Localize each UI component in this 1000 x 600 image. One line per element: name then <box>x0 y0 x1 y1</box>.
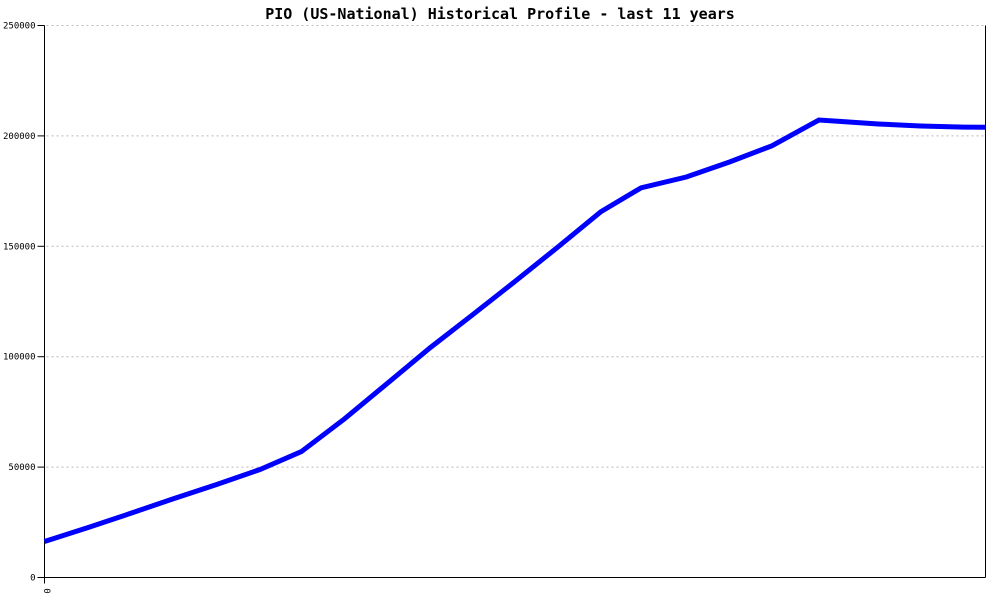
x-tick-label: 0 <box>41 588 51 593</box>
chart-title: PIO (US-National) Historical Profile - l… <box>265 5 735 23</box>
y-tick-label: 100000 <box>3 353 36 363</box>
y-tick-label: 200000 <box>3 132 36 142</box>
series-line-pio <box>43 117 986 544</box>
y-tick-label: 50000 <box>8 463 35 473</box>
y-tick-label: 0 <box>30 574 35 584</box>
y-tick-label: 150000 <box>3 242 36 252</box>
y-tick-label: 250000 <box>3 22 36 32</box>
